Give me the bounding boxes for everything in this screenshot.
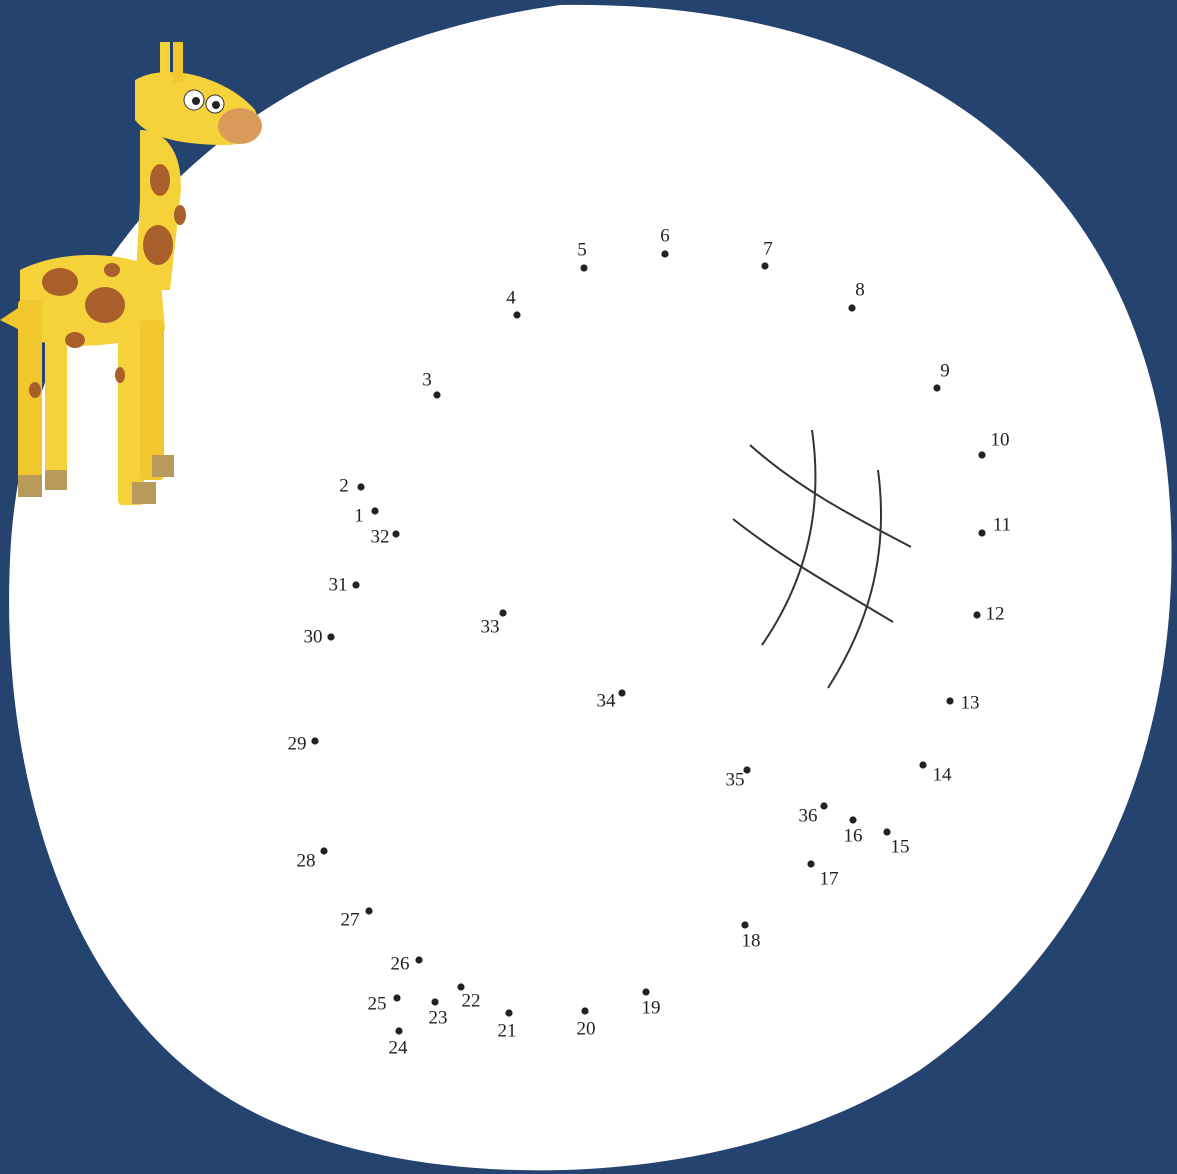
dot-number: 19 [642,997,661,1018]
dot-number: 4 [506,287,516,308]
dot-number: 35 [726,769,745,790]
dot-number: 34 [597,690,617,711]
dot [978,529,985,536]
dot-number: 14 [933,764,953,785]
white-blob [9,5,1171,1171]
dot-number: 31 [329,574,348,595]
dot [499,609,506,616]
dot [581,1007,588,1014]
dot [661,250,668,257]
dot [580,264,587,271]
dot-number: 29 [288,733,307,754]
dot-number: 16 [844,825,863,846]
dot-number: 27 [341,909,360,930]
dot [761,262,768,269]
dot [883,828,890,835]
dot [741,921,748,928]
dot-number: 2 [339,475,349,496]
dot-number: 7 [763,238,773,259]
dot-number: 9 [940,360,950,381]
dot [365,907,372,914]
dot [849,816,856,823]
dot-number: 28 [297,850,316,871]
dot-number: 33 [481,616,500,637]
dot [933,384,940,391]
dot [352,581,359,588]
dot [978,451,985,458]
dot-number: 25 [368,993,387,1014]
dot [320,847,327,854]
dot-number: 12 [986,603,1005,624]
dot [415,956,422,963]
puzzle-page: 1234567891011121314151617181920212223242… [0,0,1177,1174]
dot [820,802,827,809]
dot-number: 6 [660,225,670,246]
dot [505,1009,512,1016]
dot [848,304,855,311]
dot-number: 13 [961,692,980,713]
dot-number: 24 [389,1037,409,1058]
dot [513,311,520,318]
dot [919,761,926,768]
dot-number: 15 [891,836,910,857]
dot [642,988,649,995]
dot-number: 17 [820,868,839,889]
dot-number: 5 [577,239,587,260]
dot [433,391,440,398]
dot-number: 30 [304,626,323,647]
dot [392,530,399,537]
dot-number: 26 [391,953,410,974]
dot-number: 10 [991,429,1010,450]
dot-number: 20 [577,1018,596,1039]
dot [395,1027,402,1034]
dot [618,689,625,696]
dot [371,507,378,514]
dot-number: 3 [422,369,432,390]
dot-number: 11 [993,514,1011,535]
dot [357,483,364,490]
dot-number: 23 [429,1007,448,1028]
dot-number: 18 [742,930,761,951]
dot [327,633,334,640]
dot [973,611,980,618]
dot [807,860,814,867]
dot [431,998,438,1005]
dot [311,737,318,744]
dot-number: 32 [371,526,390,547]
dot-number: 36 [799,805,818,826]
dot-number: 8 [855,279,865,300]
dot-number: 21 [498,1020,517,1041]
dot [946,697,953,704]
dot-number: 22 [462,990,481,1011]
dot-number: 1 [354,505,364,526]
dot [393,994,400,1001]
